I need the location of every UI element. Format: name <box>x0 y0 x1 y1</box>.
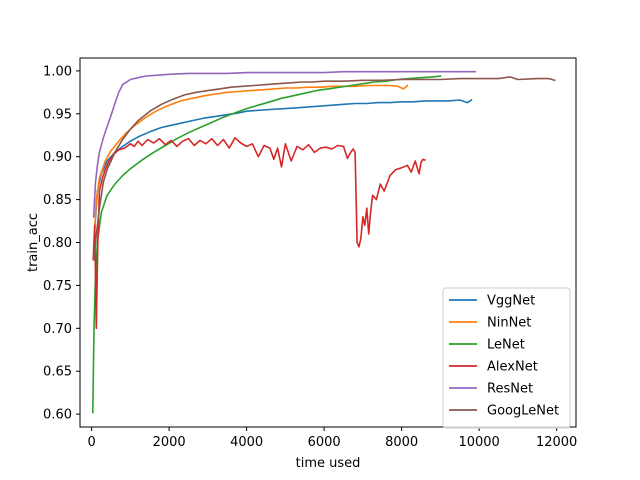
x-tick-label: 2000 <box>153 435 186 450</box>
legend-label: AlexNet <box>487 360 538 375</box>
legend-box <box>442 287 571 429</box>
y-tick-label: 0.90 <box>43 150 72 165</box>
y-tick-label: 1.00 <box>43 64 72 79</box>
legend: VggNet NinNet LeNet AlexNet ResNet GoogLeNet <box>442 287 571 429</box>
x-axis-label: time used <box>296 456 361 471</box>
series-line-vggnet <box>93 98 473 231</box>
y-tick-label: 0.95 <box>43 107 72 122</box>
x-tick-label: 0 <box>87 435 95 450</box>
series-line-alexnet <box>92 137 426 330</box>
legend-label: NinNet <box>487 316 531 331</box>
legend-label: ResNet <box>487 382 533 397</box>
y-tick-label: 0.80 <box>43 236 72 251</box>
x-tick-label: 8000 <box>385 435 418 450</box>
legend-label: LeNet <box>487 338 525 353</box>
series-line-googlenet <box>93 76 556 261</box>
x-tick-label: 6000 <box>308 435 341 450</box>
series-line-resnet <box>92 70 477 218</box>
legend-label: VggNet <box>487 294 535 309</box>
y-axis-label: train_acc <box>26 213 41 272</box>
y-tick-label: 0.65 <box>43 365 72 380</box>
series-line-lenet <box>91 75 442 414</box>
axis-ticks: 0 2000 4000 6000 8000 10000 12000 0.60 0.65 0.70 0… <box>43 64 577 450</box>
x-tick-label: 12000 <box>536 435 577 450</box>
series-line-ninnet <box>93 84 409 244</box>
y-tick-label: 0.75 <box>43 279 72 294</box>
legend-label: GoogLeNet <box>487 404 559 419</box>
y-tick-label: 0.85 <box>43 193 72 208</box>
x-tick-label: 10000 <box>458 435 499 450</box>
x-tick-label: 4000 <box>230 435 263 450</box>
series-lines <box>91 70 556 414</box>
y-tick-label: 0.70 <box>43 322 72 337</box>
y-tick-label: 0.60 <box>43 408 72 423</box>
